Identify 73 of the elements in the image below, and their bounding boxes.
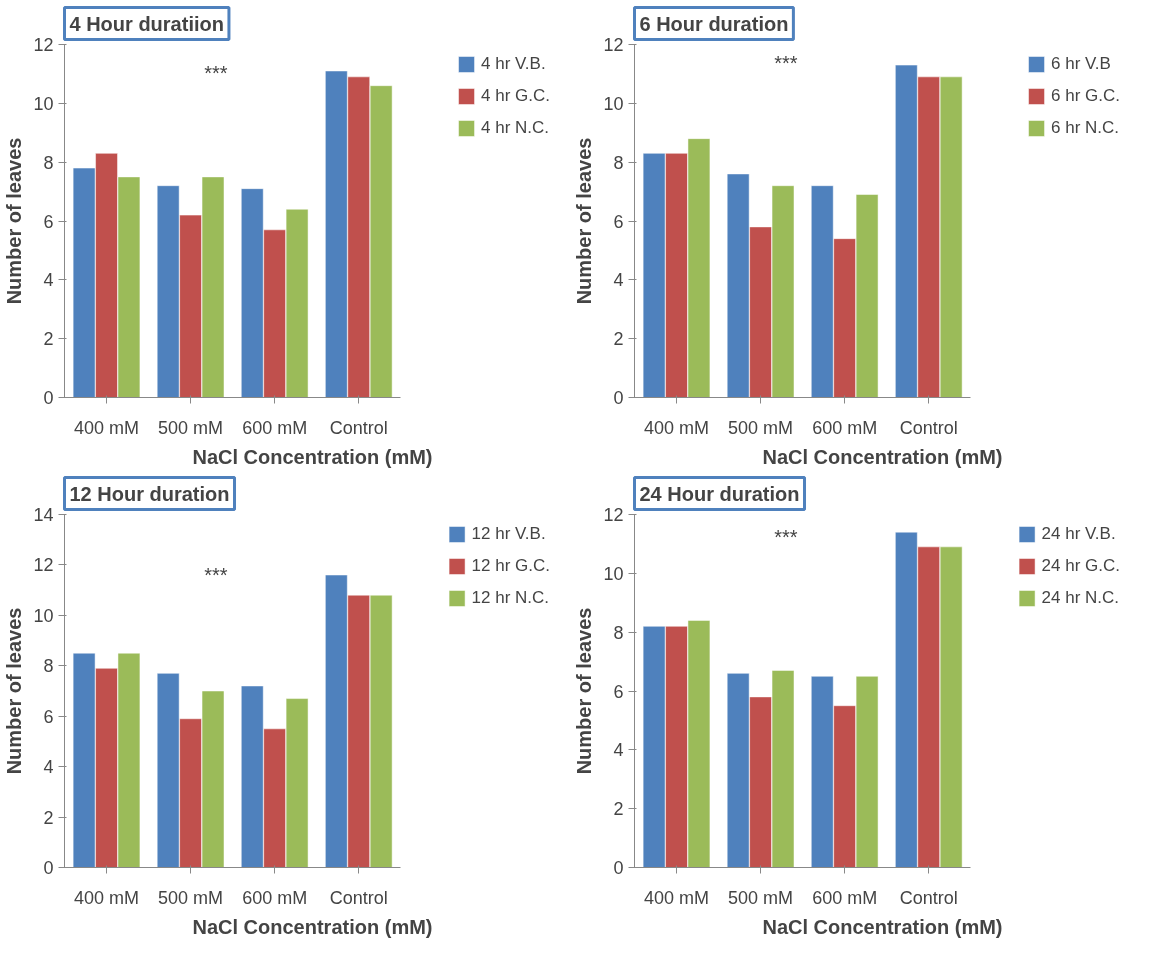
y-axis-title: Number of leaves <box>3 607 26 775</box>
chart-title: 4 Hour duratiion <box>69 12 224 35</box>
y-axis-title: Number of leaves <box>573 607 596 775</box>
y-tick-label: 8 <box>613 152 624 173</box>
y-tick-label: 12 <box>603 35 624 55</box>
chart-title: 24 Hour duration <box>639 482 800 505</box>
legend-label: 4 hr G.C. <box>481 86 550 106</box>
y-tick-label: 2 <box>43 329 54 350</box>
y-tick-label: 10 <box>33 93 54 114</box>
chart-title: 6 Hour duration <box>639 12 789 35</box>
x-tick-label: Control <box>329 887 388 908</box>
x-tick-label: 400 mM <box>74 417 140 438</box>
annotation: *** <box>774 51 798 74</box>
x-tick-label: 400 mM <box>74 887 140 908</box>
annotation: *** <box>204 61 228 84</box>
y-tick-label: 12 <box>33 35 54 55</box>
y-tick-label: 0 <box>613 388 624 408</box>
y-axis-title: Number of leaves <box>573 137 596 305</box>
annotation: *** <box>204 563 228 586</box>
x-tick-label: 400 mM <box>644 417 710 438</box>
x-tick-label: 500 mM <box>158 887 224 908</box>
y-tick-label: 4 <box>43 270 54 291</box>
y-tick-label: 6 <box>43 211 54 232</box>
x-tick-label: Control <box>329 417 388 438</box>
y-tick-label: 0 <box>43 388 54 408</box>
legend-label: 12 hr V.B. <box>471 524 546 544</box>
x-axis-title: NaCl Concentration (mM) <box>192 915 433 938</box>
y-tick-label: 14 <box>33 505 54 525</box>
x-axis-title: NaCl Concentration (mM) <box>192 445 433 468</box>
legend-label: 24 hr V.B. <box>1041 524 1116 544</box>
y-tick-label: 10 <box>33 605 54 626</box>
y-tick-label: 0 <box>43 858 54 878</box>
y-tick-label: 4 <box>613 740 624 761</box>
legend-label: 12 hr G.C. <box>471 556 550 576</box>
y-tick-label: 12 <box>33 555 54 576</box>
y-axis-title: Number of leaves <box>3 137 26 305</box>
y-tick-label: 2 <box>613 799 624 820</box>
legend-label: 4 hr N.C. <box>481 118 550 138</box>
x-tick-label: 500 mM <box>728 887 794 908</box>
legend-label: 6 hr N.C. <box>1051 118 1120 138</box>
y-tick-label: 6 <box>613 681 624 702</box>
y-tick-label: 2 <box>613 329 624 350</box>
y-tick-label: 0 <box>613 858 624 878</box>
legend-label: 24 hr N.C. <box>1041 588 1120 608</box>
x-tick-label: 600 mM <box>812 417 878 438</box>
y-tick-label: 12 <box>603 505 624 525</box>
y-tick-label: 8 <box>43 656 54 677</box>
legend-label: 6 hr G.C. <box>1051 86 1120 106</box>
y-tick-label: 4 <box>43 757 54 778</box>
x-axis-title: NaCl Concentration (mM) <box>762 915 1003 938</box>
x-tick-label: Control <box>899 417 958 438</box>
y-tick-label: 6 <box>43 706 54 727</box>
x-tick-label: 400 mM <box>644 887 710 908</box>
legend-label: 12 hr N.C. <box>471 588 550 608</box>
y-tick-label: 8 <box>43 152 54 173</box>
legend-label: 4 hr V.B. <box>481 54 546 74</box>
legend-label: 6 hr V.B <box>1051 54 1111 74</box>
x-tick-label: Control <box>899 887 958 908</box>
x-tick-label: 600 mM <box>812 887 878 908</box>
y-tick-label: 8 <box>613 622 624 643</box>
y-tick-label: 6 <box>613 211 624 232</box>
x-tick-label: 500 mM <box>158 417 224 438</box>
chart-title: 12 Hour duration <box>69 482 230 505</box>
legend-label: 24 hr G.C. <box>1041 556 1120 576</box>
x-tick-label: 600 mM <box>242 417 308 438</box>
y-tick-label: 10 <box>603 563 624 584</box>
x-axis-title: NaCl Concentration (mM) <box>762 445 1003 468</box>
y-tick-label: 2 <box>43 807 54 828</box>
x-tick-label: 500 mM <box>728 417 794 438</box>
y-tick-label: 4 <box>613 270 624 291</box>
annotation: *** <box>774 526 798 549</box>
y-tick-label: 10 <box>603 93 624 114</box>
x-tick-label: 600 mM <box>242 887 308 908</box>
